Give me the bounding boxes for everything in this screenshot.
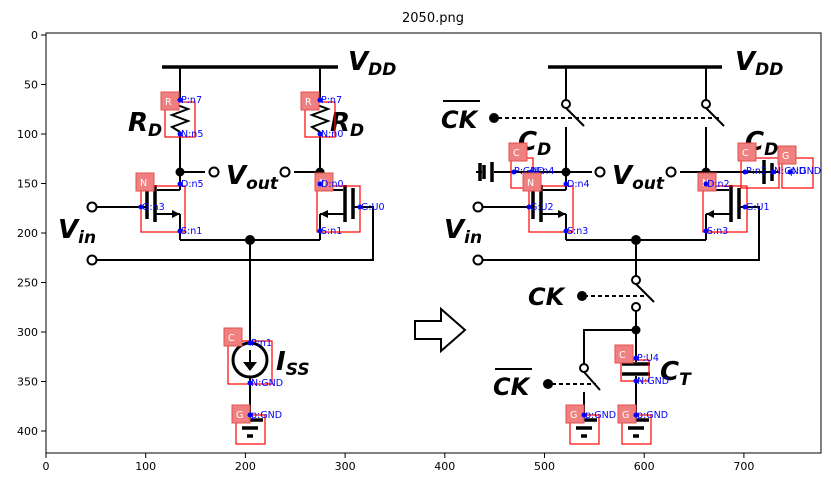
- pin-label: G:U1: [746, 202, 770, 213]
- pin-label: N:n5: [181, 129, 203, 140]
- component-tag: C: [619, 350, 626, 361]
- vdd-label: VDD: [348, 47, 396, 80]
- y-tick-label: 100: [17, 128, 38, 141]
- pin-label: G:U0: [361, 202, 385, 213]
- pin-label: N:n4: [532, 166, 554, 177]
- pin-label: P:n7: [321, 95, 342, 106]
- pin-label: G:n3: [142, 202, 165, 213]
- pin-label: P:n1: [251, 338, 272, 349]
- x-tick-label: 300: [335, 460, 356, 473]
- component-tag: G: [236, 410, 243, 421]
- component-box: [740, 157, 780, 189]
- annotations: R P:n7 N:n5 R P:n7 N:n0 N D:n5 G:n3 S:n1…: [135, 91, 821, 445]
- component-tag: N: [140, 178, 147, 189]
- vdd-label-right: VDD: [735, 47, 783, 80]
- vin-minus-terminal: [86, 254, 98, 266]
- pin-label: G:U2: [530, 202, 554, 213]
- y-tick-label: 250: [17, 277, 38, 290]
- pin-label: N:GND: [637, 376, 669, 387]
- y-tick-label: 0: [31, 29, 38, 42]
- y-axis: 0 50 100 150 200 250 300 350 400: [17, 29, 46, 438]
- vin-label-right: Vin: [444, 215, 482, 248]
- pin-label: P:n7: [181, 95, 202, 106]
- y-tick-label: 200: [17, 227, 38, 240]
- component-tag: G: [570, 410, 577, 421]
- right-circuit: VDD CK CD CD Vout: [441, 47, 783, 438]
- component-tag: N: [527, 178, 534, 189]
- component-tag: G: [782, 151, 789, 162]
- component-tag: N: [319, 178, 326, 189]
- left-circuit: VDD RD RD Vout: [58, 47, 396, 438]
- x-tick-label: 600: [634, 460, 655, 473]
- rd-left-label: RD: [128, 108, 162, 141]
- pin-label: P:U4: [637, 353, 659, 364]
- x-tick-label: 100: [135, 460, 156, 473]
- pin-label: S:n1: [181, 226, 202, 237]
- pin-label: D:n5: [181, 179, 204, 190]
- pin-label: N:GND: [251, 378, 283, 389]
- vin-label: Vin: [58, 215, 96, 248]
- y-tick-label: 50: [24, 79, 38, 92]
- ct-label: CT: [660, 357, 692, 390]
- component-tag: G: [622, 410, 629, 421]
- pin-label: p:GND: [251, 410, 282, 421]
- ck-bar-bottom-label: CK: [493, 373, 532, 401]
- y-tick-label: 300: [17, 326, 38, 339]
- component-box: [781, 157, 814, 189]
- component-tag: C: [742, 148, 749, 159]
- pin-label: S:n3: [707, 226, 728, 237]
- pin-label: S:n1: [321, 226, 342, 237]
- pin-label: D:n0: [321, 179, 344, 190]
- figure-title: 2050.png: [402, 11, 464, 26]
- pin-label: P:n2: [746, 166, 767, 177]
- component-tag: C: [513, 148, 520, 159]
- vout-label-right: Vout: [612, 161, 665, 194]
- pin-label: p:GND: [790, 166, 821, 177]
- vout-label: Vout: [226, 161, 279, 194]
- pin-label: N:n0: [321, 129, 343, 140]
- y-tick-label: 400: [17, 425, 38, 438]
- transform-arrow: [414, 306, 467, 354]
- y-tick-label: 150: [17, 178, 38, 191]
- y-tick-label: 350: [17, 376, 38, 389]
- component-box: [702, 185, 748, 233]
- x-tick-label: 200: [235, 460, 256, 473]
- pin-label: S:n3: [567, 226, 588, 237]
- x-tick-label: 0: [43, 460, 50, 473]
- ck-bar-top-label: CK: [441, 106, 480, 134]
- pin-label: p:GND: [585, 410, 616, 421]
- pin-label: D:n4: [567, 179, 590, 190]
- x-tick-label: 700: [733, 460, 754, 473]
- x-tick-label: 400: [434, 460, 455, 473]
- x-axis: 0 100 200 300 400 500 600 700: [43, 453, 754, 473]
- pin-label: D:n2: [707, 179, 730, 190]
- axes-frame: [45, 32, 822, 454]
- component-tag: R: [165, 97, 172, 108]
- iss-label: ISS: [276, 347, 310, 380]
- ck-label: CK: [528, 283, 567, 311]
- vin-plus-terminal: [86, 201, 98, 213]
- x-tick-label: 500: [534, 460, 555, 473]
- component-tag: R: [305, 97, 312, 108]
- pin-label: p:GND: [637, 410, 668, 421]
- component-tag: C: [228, 333, 235, 344]
- vout-left-terminal: [208, 166, 220, 178]
- vout-right-terminal: [279, 166, 291, 178]
